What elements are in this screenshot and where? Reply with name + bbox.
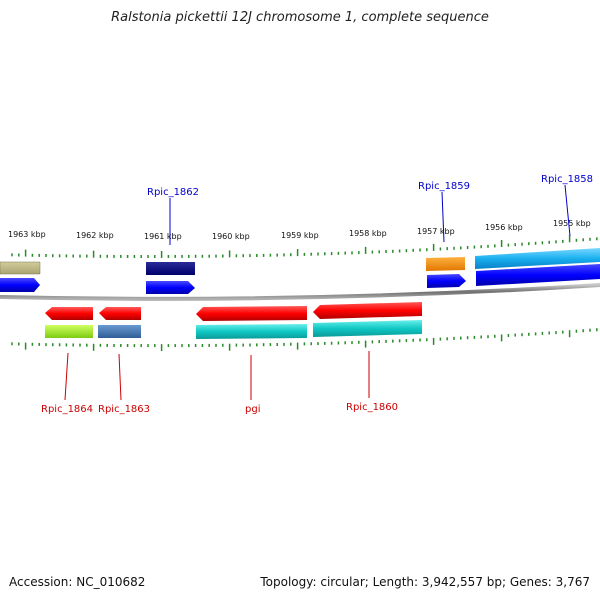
leader-line [441,191,445,243]
accession-text: Accession: NC_010682 [9,575,146,589]
gene-label-pgi[interactable]: pgi [245,404,260,415]
kbp-label: 1962 kbp [76,231,114,240]
leader-line [118,353,122,401]
gene-label-rpic-1864[interactable]: Rpic_1864 [41,404,93,415]
topology-text: Topology: circular; Length: 3,942,557 bp… [260,575,590,589]
kbp-label: 1957 kbp [417,227,455,236]
gene-feature-orange[interactable] [426,257,465,271]
map-title: Ralstonia pickettii 12J chromosome 1, co… [111,10,489,25]
leader-line [64,352,69,401]
kbp-label: 1963 kbp [8,230,46,239]
kbp-label: 1960 kbp [212,232,250,241]
gene-label-rpic-1860[interactable]: Rpic_1860 [346,402,398,413]
kbp-label: 1961 kbp [144,232,182,241]
kbp-label: 1958 kbp [349,229,387,238]
gene-arrow-reverse[interactable] [45,307,93,320]
gene-arrow-forward[interactable] [0,278,40,292]
gene-feature-teal[interactable] [196,324,307,339]
gene-label-rpic-1859[interactable]: Rpic_1859 [418,181,470,192]
lower-tick-row [11,328,598,352]
gene-feature-lime[interactable] [45,325,93,338]
gene-arrow-reverse[interactable] [313,302,422,319]
leader-line [564,184,571,237]
kbp-label: 1956 kbp [485,223,523,232]
kbp-label: 1959 kbp [281,231,319,240]
gene-arrow-reverse[interactable] [99,307,141,320]
gene-arrow-forward[interactable] [476,264,600,286]
gene-feature-navy[interactable] [146,262,195,275]
gene-arrow-reverse[interactable] [196,306,307,321]
gene-feature-steel-blue[interactable] [98,325,141,338]
gene-label-rpic-1862[interactable]: Rpic_1862 [147,187,199,198]
gene-arrow-forward[interactable] [146,281,195,294]
gene-feature-teal[interactable] [313,320,422,337]
gene-feature-sky-blue[interactable] [475,248,600,269]
gene-feature-tan[interactable] [0,261,41,275]
kbp-label: 1955 kbp [553,219,591,228]
upper-tick-row [11,235,598,258]
chromosome-backbone [0,283,600,301]
gene-arrow-forward[interactable] [427,274,466,288]
gene-label-rpic-1863[interactable]: Rpic_1863 [98,404,150,415]
gene-label-rpic-1858[interactable]: Rpic_1858 [541,174,593,185]
